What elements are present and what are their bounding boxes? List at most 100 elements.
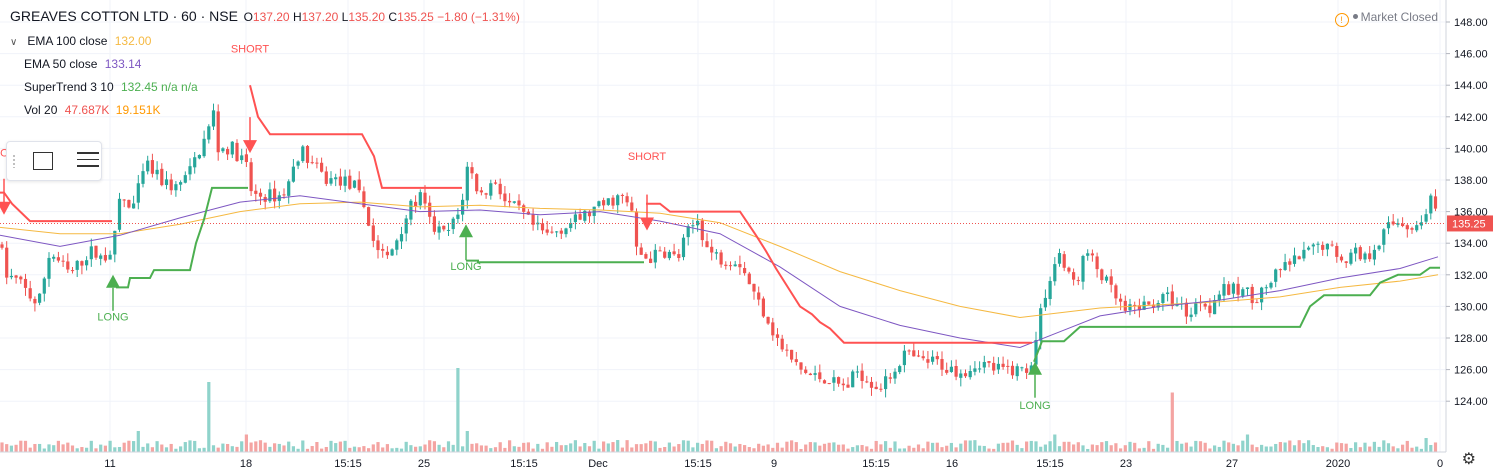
- candle-body: [1377, 245, 1381, 250]
- volume-bar: [1278, 442, 1282, 452]
- volume-bar: [235, 446, 239, 452]
- chevron-down-icon[interactable]: ∨: [10, 37, 18, 48]
- candle-body: [80, 261, 84, 266]
- volume-bar: [1133, 442, 1137, 452]
- volume-bar: [1274, 443, 1278, 452]
- volume-bar: [691, 447, 695, 452]
- time-axis[interactable]: 11 18 15:15 25 15:15 Dec 15:15 9 15:15 16 15:15 23 2…: [0, 451, 1446, 470]
- volume-bar: [1297, 440, 1301, 452]
- last-price-badge: [1447, 215, 1493, 232]
- price-tick-label: 132.00: [1454, 270, 1488, 282]
- volume-bar: [1405, 440, 1409, 452]
- candle-body: [1123, 300, 1127, 311]
- volume-bar: [921, 448, 925, 452]
- candle-body: [183, 175, 187, 183]
- volume-bar: [634, 444, 639, 452]
- volume-bar: [258, 440, 263, 452]
- candle-body: [625, 196, 629, 203]
- candle-body: [949, 366, 953, 372]
- volume-bar: [221, 443, 225, 452]
- volume-bar: [766, 444, 770, 452]
- lines-menu-icon[interactable]: [77, 152, 99, 170]
- candle-body: [282, 194, 286, 196]
- volume-bar: [249, 442, 253, 452]
- candle-body: [193, 157, 197, 168]
- drawing-toolbar[interactable]: [6, 141, 102, 181]
- candle-body: [902, 350, 906, 366]
- candle-body: [597, 201, 601, 207]
- rectangle-tool-icon[interactable]: [33, 152, 53, 170]
- price-axis[interactable]: 148.00 146.00 144.00 142.00 140.00 138.00 136.…: [1445, 0, 1488, 452]
- volume-bar: [1264, 446, 1268, 452]
- long-arrow-icon: [459, 224, 473, 238]
- volume-bar: [475, 443, 479, 452]
- candle-body: [240, 155, 244, 161]
- volume-bar: [80, 447, 84, 452]
- volume-bar: [244, 434, 248, 452]
- candlesticks: [0, 103, 1438, 398]
- candle-body: [747, 273, 751, 285]
- volume-bar: [188, 440, 192, 452]
- volume-bar: [362, 446, 366, 452]
- candle-body: [42, 278, 46, 294]
- legend-ema50[interactable]: EMA 50 close 133.14: [24, 57, 142, 71]
- candle-body: [1292, 255, 1297, 264]
- supertrend-line: [0, 84, 1440, 363]
- volume-bar: [437, 444, 441, 452]
- legend-volume[interactable]: Vol 20 47.687K 19.151K: [24, 103, 161, 117]
- candle-body: [1025, 368, 1029, 373]
- volume-bar: [1269, 446, 1273, 452]
- candle-body: [818, 372, 822, 380]
- volume-bar: [1198, 441, 1203, 452]
- volume-bar: [785, 441, 789, 452]
- candle-body: [475, 174, 479, 192]
- volume-bar: [630, 447, 634, 452]
- volume-bar: [1241, 440, 1245, 452]
- volume-bar: [1330, 448, 1334, 452]
- gear-icon[interactable]: ⚙: [1461, 451, 1476, 468]
- volume-bar: [296, 448, 300, 452]
- volume-bar: [489, 448, 493, 452]
- volume-bar: [404, 441, 408, 452]
- candle-body: [987, 361, 991, 363]
- candle-body: [33, 298, 37, 304]
- candle-body: [757, 292, 761, 300]
- volume-bar: [164, 447, 169, 452]
- candle-body: [1001, 363, 1005, 367]
- candle-body: [555, 231, 559, 233]
- candle-body: [465, 166, 469, 201]
- market-status[interactable]: ! Market Closed: [1334, 10, 1438, 27]
- volume-bar: [540, 448, 545, 452]
- volume-bar: [150, 447, 154, 452]
- time-tick-label: 2020: [1326, 458, 1350, 470]
- candle-body: [963, 373, 968, 377]
- volume-bar: [700, 443, 704, 452]
- candle-body: [1184, 302, 1188, 317]
- candle-body: [1269, 282, 1273, 288]
- legend-supertrend[interactable]: SuperTrend 3 10 132.45 n/a n/a: [24, 80, 198, 94]
- volume-bar: [1114, 443, 1118, 452]
- candle-body: [310, 162, 314, 164]
- volume-bar: [479, 445, 483, 452]
- volume-bar: [1382, 440, 1386, 452]
- volume-bar: [282, 445, 286, 452]
- supertrend-down-segment: [249, 84, 462, 189]
- volume-bar: [1288, 440, 1292, 452]
- legend-ema100[interactable]: ∨ EMA 100 close 132.00: [10, 34, 152, 48]
- supertrend-up-segment: [116, 186, 248, 289]
- candle-body: [1241, 289, 1245, 296]
- candle-body: [771, 322, 775, 336]
- volume-bar: [1372, 441, 1376, 452]
- volume-bar: [860, 445, 864, 452]
- candle-body: [775, 334, 780, 338]
- volume-bar: [639, 444, 643, 452]
- volume-bar: [1109, 445, 1113, 452]
- warning-icon[interactable]: !: [1334, 13, 1349, 27]
- candle-body: [1278, 269, 1282, 271]
- volume-bar: [902, 448, 906, 452]
- candle-body: [616, 195, 620, 206]
- drag-handle-icon[interactable]: [12, 154, 16, 168]
- candle-body: [912, 350, 916, 357]
- volume-bar: [1410, 447, 1414, 452]
